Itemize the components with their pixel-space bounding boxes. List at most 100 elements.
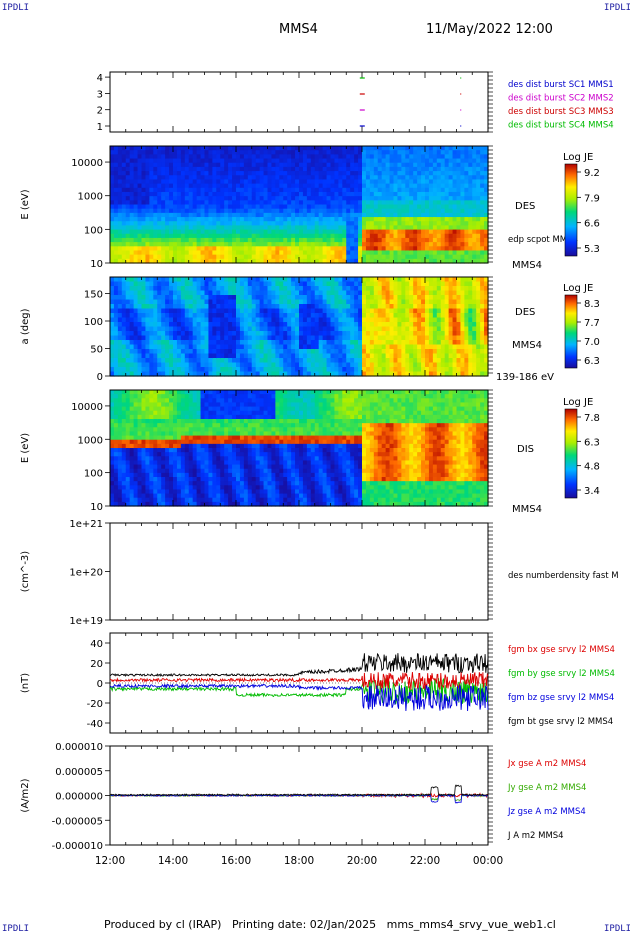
heatmap-cell [436, 335, 442, 341]
heatmap-cell [125, 242, 131, 247]
heatmap-cell [279, 353, 284, 359]
heatmap-cell [381, 242, 387, 247]
heatmap-cell [169, 286, 174, 292]
heatmap-cell [125, 166, 131, 172]
heatmap-cell [121, 304, 127, 310]
heatmap-cell [228, 154, 233, 160]
heatmap-cell [188, 175, 194, 181]
heatmap-cell [428, 187, 434, 193]
heatmap-cell [200, 304, 206, 310]
heatmap-cell [464, 200, 469, 206]
heatmap-cell [440, 166, 446, 172]
heatmap-cell [239, 225, 245, 231]
heatmap-cell [393, 335, 399, 341]
heatmap-cell [255, 179, 261, 185]
heatmap-cell [334, 340, 339, 346]
heatmap-cell [165, 166, 170, 172]
heatmap-cell [401, 281, 406, 287]
heatmap-cell [161, 162, 166, 168]
heatmap-cell [381, 166, 387, 172]
heatmap-cell [484, 233, 489, 239]
heatmap-cell [192, 367, 198, 373]
heatmap-cell [173, 200, 178, 206]
heatmap-cell [428, 281, 434, 287]
heatmap-cell [141, 358, 147, 364]
heatmap-cell [192, 208, 198, 214]
heatmap-cell [436, 277, 442, 283]
heatmap-cell [362, 304, 367, 310]
heatmap-cell [113, 233, 119, 239]
heatmap-cell [220, 367, 225, 373]
heatmap-cell [330, 233, 336, 239]
heatmap-cell [228, 326, 233, 332]
heatmap-cell [113, 196, 119, 201]
heatmap-cell [401, 326, 406, 332]
heatmap-cell [377, 212, 383, 218]
heatmap-cell [287, 317, 292, 323]
heatmap-cell [228, 299, 233, 305]
heatmap-cell [117, 217, 123, 222]
heatmap-cell [239, 166, 245, 172]
heatmap-cell [271, 308, 276, 314]
heatmap-cell [425, 179, 430, 185]
heatmap-cell [334, 158, 339, 164]
heatmap-cell [188, 286, 194, 292]
heatmap-cell [310, 175, 316, 181]
heatmap-cell [165, 217, 170, 222]
heatmap-cell [369, 166, 375, 172]
heatmap-cell [409, 204, 414, 210]
heatmap-cell [145, 358, 150, 364]
heatmap-cell [184, 281, 190, 287]
heatmap-cell [448, 191, 454, 197]
heatmap-cell [149, 221, 154, 226]
heatmap-cell [161, 277, 166, 283]
heatmap-cell [385, 308, 391, 314]
heatmap-cell [271, 146, 276, 151]
heatmap-cell [275, 299, 280, 305]
heatmap-cell [421, 258, 426, 264]
heatmap-cell [117, 196, 123, 201]
heatmap-cell [153, 313, 158, 319]
heatmap-cell [145, 340, 150, 346]
heatmap-cell [444, 162, 450, 168]
heatmap-cell [184, 187, 190, 193]
heatmap-cell [338, 290, 343, 296]
heatmap-cell [228, 171, 233, 176]
heatmap-cell [110, 217, 115, 222]
heatmap-cell [275, 208, 280, 214]
heatmap-cell [365, 304, 371, 310]
heatmap-cell [196, 286, 202, 292]
heatmap-cell [255, 208, 261, 214]
heatmap-cell [157, 217, 162, 222]
heatmap-cell [196, 326, 202, 332]
heatmap-cell [480, 258, 485, 264]
heatmap-cell [334, 229, 339, 235]
heatmap-cell [255, 326, 261, 332]
heatmap-cell [291, 362, 296, 368]
heatmap-cell [448, 326, 454, 332]
heatmap-cell [413, 286, 418, 292]
heatmap-cell [141, 295, 147, 301]
heatmap-cell [216, 299, 221, 305]
heatmap-cell [476, 313, 481, 319]
heatmap-cell [247, 204, 253, 210]
heatmap-cell [432, 313, 438, 319]
heatmap-cell [263, 225, 269, 231]
heatmap-cell [239, 242, 245, 247]
heatmap-cell [417, 281, 422, 287]
heatmap-cell [385, 335, 391, 341]
heatmap-cell [110, 317, 115, 323]
corner-label-top-right: IPDLI [604, 3, 630, 13]
heatmap-cell [216, 229, 221, 235]
heatmap-cell [452, 154, 458, 160]
heatmap-cell [417, 250, 422, 256]
heatmap-cell [413, 175, 418, 181]
heatmap-cell [224, 191, 229, 197]
heatmap-cell [377, 187, 383, 193]
heatmap-cell [232, 362, 237, 368]
heatmap-cell [228, 208, 233, 214]
heatmap-cell [180, 208, 186, 214]
heatmap-cell [157, 221, 162, 226]
heatmap-cell [247, 254, 253, 260]
heatmap-cell [165, 353, 170, 359]
